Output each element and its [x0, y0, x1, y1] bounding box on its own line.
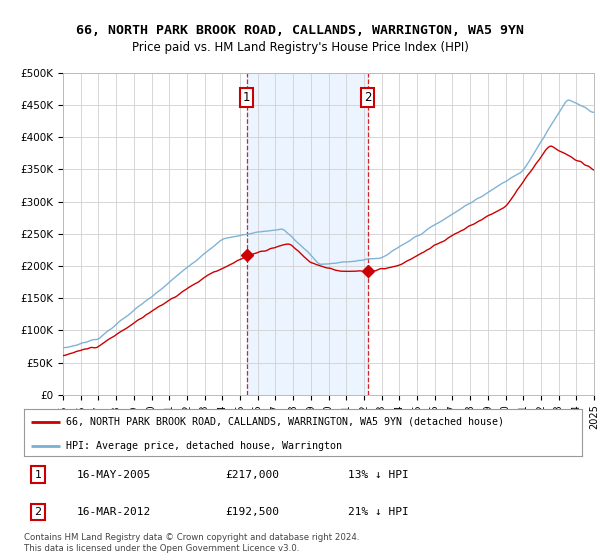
Text: £217,000: £217,000: [225, 470, 279, 479]
Text: 2: 2: [34, 507, 41, 517]
Text: Contains HM Land Registry data © Crown copyright and database right 2024.
This d: Contains HM Land Registry data © Crown c…: [24, 533, 359, 553]
Text: 13% ↓ HPI: 13% ↓ HPI: [347, 470, 409, 479]
Text: 16-MAY-2005: 16-MAY-2005: [77, 470, 151, 479]
Text: £192,500: £192,500: [225, 507, 279, 517]
Text: Price paid vs. HM Land Registry's House Price Index (HPI): Price paid vs. HM Land Registry's House …: [131, 40, 469, 54]
Text: HPI: Average price, detached house, Warrington: HPI: Average price, detached house, Warr…: [66, 441, 342, 451]
Text: 1: 1: [34, 470, 41, 479]
Text: 1: 1: [243, 91, 250, 104]
Text: 66, NORTH PARK BROOK ROAD, CALLANDS, WARRINGTON, WA5 9YN: 66, NORTH PARK BROOK ROAD, CALLANDS, WAR…: [76, 24, 524, 38]
Text: 21% ↓ HPI: 21% ↓ HPI: [347, 507, 409, 517]
Bar: [247, 73, 368, 395]
Text: 16-MAR-2012: 16-MAR-2012: [77, 507, 151, 517]
Text: 2: 2: [364, 91, 371, 104]
Text: 66, NORTH PARK BROOK ROAD, CALLANDS, WARRINGTON, WA5 9YN (detached house): 66, NORTH PARK BROOK ROAD, CALLANDS, WAR…: [66, 417, 504, 427]
